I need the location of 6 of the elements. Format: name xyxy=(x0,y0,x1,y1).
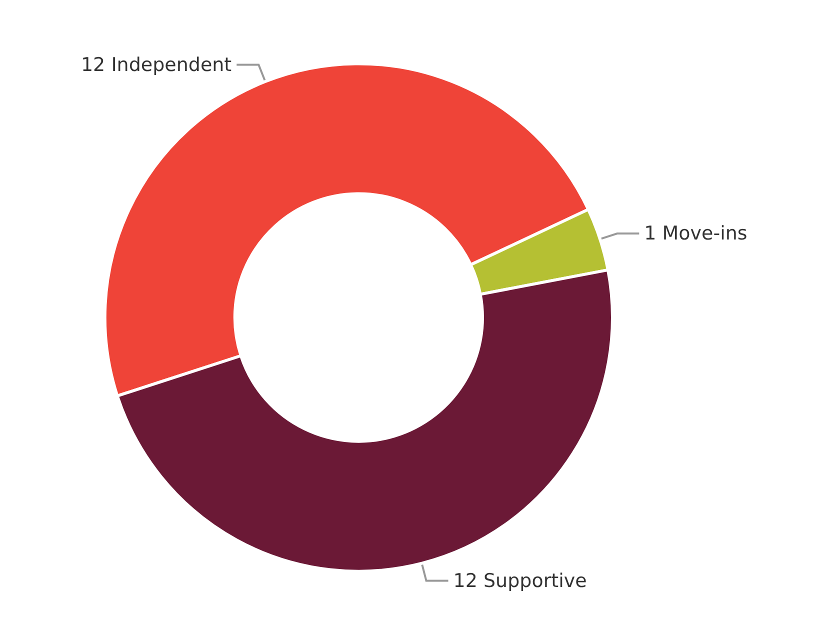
slice-label: Supportive xyxy=(483,570,587,592)
slice-label: Move-ins xyxy=(662,222,748,245)
data-label: 12 xyxy=(453,570,478,592)
data-label: 1 xyxy=(644,222,656,245)
data-label: 12 xyxy=(80,54,106,76)
slice-label: Independent xyxy=(111,54,232,76)
